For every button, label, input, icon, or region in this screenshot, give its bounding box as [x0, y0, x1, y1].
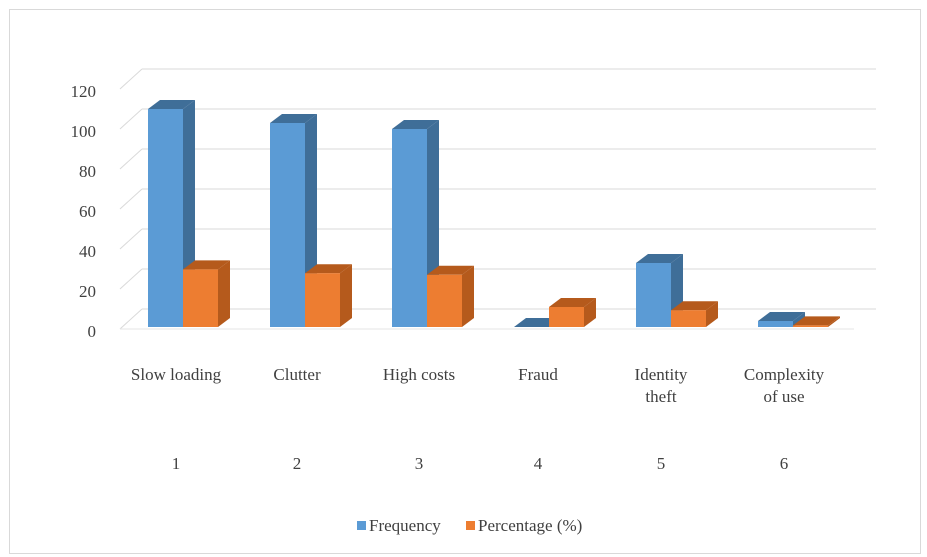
gridlines [119, 68, 876, 330]
bar-side [218, 260, 230, 327]
bar-top [671, 301, 718, 311]
y-tick-label: 0 [88, 322, 97, 341]
bar-front [305, 273, 340, 327]
x-axis-labels: Slow loading 1 Clutter 2 High costs 3 Fraud 4 Id… [131, 365, 825, 473]
y-tick-label: 100 [71, 122, 97, 141]
gridline-side [119, 148, 143, 170]
legend-swatch [466, 521, 475, 530]
bar-top [427, 265, 474, 275]
bar-front [427, 274, 462, 327]
gridline-side [119, 268, 143, 290]
bar-top [183, 260, 230, 270]
bar-side [340, 264, 352, 327]
x-category-number: 1 [172, 454, 181, 473]
y-tick-label: 120 [71, 82, 97, 101]
bar [305, 264, 352, 327]
bar-front [793, 325, 828, 327]
bar-front [270, 123, 305, 327]
bar-top [148, 100, 195, 109]
legend-item: Frequency [357, 516, 441, 535]
gridline-side [119, 68, 143, 90]
bar [671, 301, 718, 327]
legend-label: Frequency [369, 516, 441, 535]
bar-side [584, 298, 596, 327]
bar-side [706, 301, 718, 327]
bar-front [148, 109, 183, 327]
bar-top [549, 298, 596, 307]
gridline-side [119, 188, 143, 210]
bar-top [270, 114, 317, 123]
x-category-number: 6 [780, 454, 789, 473]
bar-top [636, 254, 683, 263]
bar-top [758, 312, 805, 321]
x-category-label: Identity theft [635, 365, 688, 406]
x-category-number: 5 [657, 454, 666, 473]
bar-side [462, 265, 474, 327]
legend-label: Percentage (%) [478, 516, 582, 535]
bar-front [549, 307, 584, 327]
gridline-side [119, 308, 143, 330]
gridline-side [119, 228, 143, 250]
y-axis-ticks: 0 20 40 60 80 100 120 [71, 82, 97, 341]
bar-side [828, 316, 840, 327]
x-category-number: 2 [293, 454, 302, 473]
x-category-label: Complexity of use [744, 365, 825, 406]
bar-front [392, 129, 427, 327]
bar-front [758, 321, 793, 327]
bar [427, 265, 474, 327]
legend-item: Percentage (%) [466, 516, 582, 535]
bar-top [793, 316, 840, 326]
x-category-label: Clutter [273, 365, 321, 384]
bar [793, 316, 840, 327]
bar [549, 298, 596, 327]
bars [148, 100, 840, 327]
bar-front [183, 269, 218, 327]
x-category-label: Slow loading [131, 365, 222, 384]
legend-swatch [357, 521, 366, 530]
bar [183, 260, 230, 327]
x-category-number: 3 [415, 454, 424, 473]
y-tick-label: 80 [79, 162, 96, 181]
x-category-label: High costs [383, 365, 455, 384]
legend: Frequency Percentage (%) [357, 516, 582, 535]
bar-front [636, 263, 671, 327]
gridline-side [119, 108, 143, 130]
x-category-number: 4 [534, 454, 543, 473]
y-tick-label: 20 [79, 282, 96, 301]
bar-top [305, 264, 352, 274]
y-tick-label: 40 [79, 242, 96, 261]
y-tick-label: 60 [79, 202, 96, 221]
x-category-label: Fraud [518, 365, 558, 384]
bar-front [671, 310, 706, 327]
bar-top [392, 120, 439, 129]
